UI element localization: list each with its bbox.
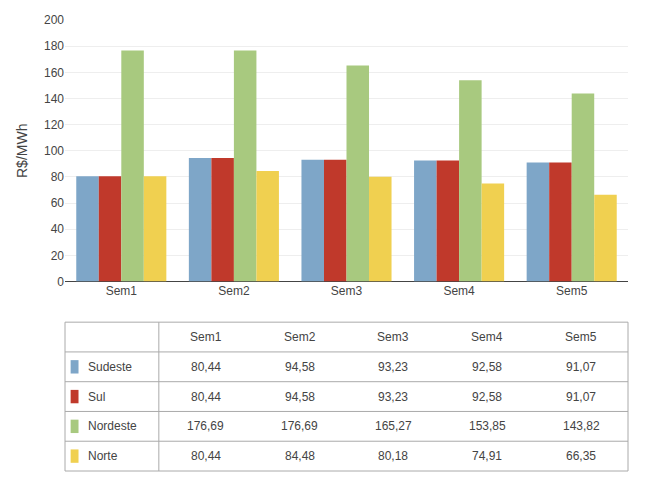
svg-text:92,58: 92,58 (472, 360, 502, 374)
svg-text:91,07: 91,07 (566, 390, 596, 404)
svg-text:176,69: 176,69 (187, 419, 224, 433)
svg-text:165,27: 165,27 (375, 419, 412, 433)
svg-text:Sem2: Sem2 (218, 284, 250, 298)
svg-text:Sem1: Sem1 (106, 284, 138, 298)
svg-text:80,18: 80,18 (378, 449, 408, 463)
svg-text:Sem3: Sem3 (331, 284, 363, 298)
svg-text:200: 200 (44, 13, 64, 27)
svg-text:143,82: 143,82 (563, 419, 600, 433)
svg-text:60: 60 (51, 196, 65, 210)
svg-text:94,58: 94,58 (285, 390, 315, 404)
svg-text:94,58: 94,58 (285, 360, 315, 374)
svg-text:Sul: Sul (88, 390, 105, 404)
svg-text:Sem2: Sem2 (284, 330, 316, 344)
svg-text:84,48: 84,48 (285, 449, 315, 463)
svg-text:Sem3: Sem3 (377, 330, 409, 344)
svg-text:66,35: 66,35 (566, 449, 596, 463)
svg-text:Sem5: Sem5 (565, 330, 597, 344)
svg-text:74,91: 74,91 (472, 449, 502, 463)
svg-text:140: 140 (44, 92, 64, 106)
svg-text:93,23: 93,23 (378, 360, 408, 374)
svg-text:Nordeste: Nordeste (88, 419, 137, 433)
svg-text:80,44: 80,44 (191, 360, 221, 374)
svg-text:180: 180 (44, 39, 64, 53)
svg-text:100: 100 (44, 144, 64, 158)
svg-text:120: 120 (44, 118, 64, 132)
svg-text:176,69: 176,69 (281, 419, 318, 433)
svg-text:153,85: 153,85 (469, 419, 506, 433)
svg-text:Sem4: Sem4 (471, 330, 503, 344)
svg-text:160: 160 (44, 66, 64, 80)
svg-text:20: 20 (51, 249, 65, 263)
svg-text:92,58: 92,58 (472, 390, 502, 404)
svg-text:Sem5: Sem5 (556, 284, 588, 298)
svg-text:Sudeste: Sudeste (88, 360, 132, 374)
svg-text:Sem4: Sem4 (443, 284, 475, 298)
svg-text:80,44: 80,44 (191, 390, 221, 404)
svg-text:0: 0 (57, 275, 64, 289)
svg-text:93,23: 93,23 (378, 390, 408, 404)
svg-text:80,44: 80,44 (191, 449, 221, 463)
svg-text:80: 80 (51, 170, 65, 184)
svg-text:Sem1: Sem1 (190, 330, 222, 344)
svg-text:40: 40 (51, 222, 65, 236)
svg-text:R$/MWh: R$/MWh (14, 124, 30, 178)
svg-text:91,07: 91,07 (566, 360, 596, 374)
svg-text:Norte: Norte (88, 449, 118, 463)
